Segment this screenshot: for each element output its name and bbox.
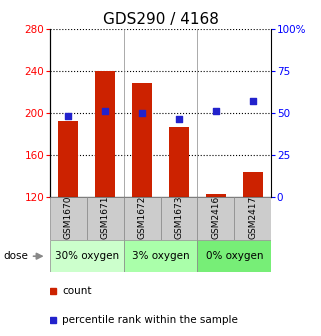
Text: GSM1671: GSM1671 [100,196,110,239]
Text: GSM2416: GSM2416 [211,196,221,239]
Bar [124,240,197,272]
Point [66,113,71,119]
Text: GSM2417: GSM2417 [248,196,257,239]
Point [213,108,218,114]
Text: count: count [62,286,91,296]
Bar [206,195,226,197]
Bar [50,240,124,272]
Text: 3% oxygen: 3% oxygen [132,251,189,261]
Bar [243,172,263,197]
Bar [197,197,234,240]
Bar [58,121,78,197]
Bar [87,197,124,240]
Text: dose: dose [3,251,28,261]
Point [102,108,108,114]
Text: 30% oxygen: 30% oxygen [55,251,119,261]
Text: GSM1673: GSM1673 [174,196,184,239]
Text: GSM1672: GSM1672 [137,196,147,239]
Bar [132,83,152,197]
Title: GDS290 / 4168: GDS290 / 4168 [103,12,218,28]
Bar [234,197,271,240]
Bar [50,197,87,240]
Bar [169,127,189,197]
Bar [160,197,197,240]
Text: 0% oxygen: 0% oxygen [205,251,263,261]
Point [250,98,256,103]
Bar [124,197,160,240]
Bar [95,71,115,197]
Point [140,110,145,115]
Text: percentile rank within the sample: percentile rank within the sample [62,315,238,325]
Bar [197,240,271,272]
Text: GSM1670: GSM1670 [64,196,73,239]
Point [177,117,182,122]
